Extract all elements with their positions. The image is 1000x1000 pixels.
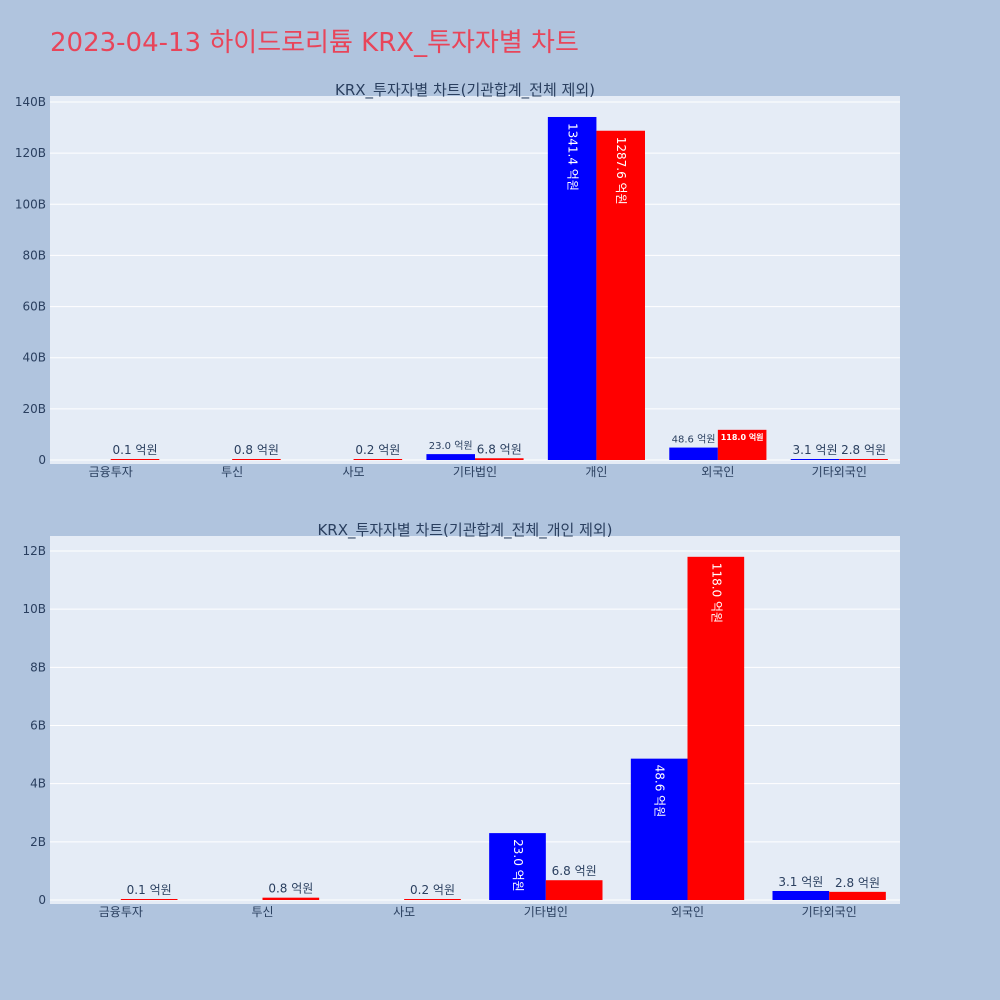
data-label: 0.2 억원 [355, 443, 400, 457]
plot-area [50, 536, 900, 904]
bar [120, 899, 178, 900]
x-tick-label: 사모 [393, 905, 415, 919]
bar [545, 880, 603, 900]
data-label: 118.0 억원 [721, 432, 764, 442]
bar [717, 429, 767, 460]
y-tick-label: 6B [30, 719, 46, 733]
bar [669, 447, 718, 460]
bar [687, 556, 745, 900]
x-tick-label: 투신 [251, 905, 273, 919]
data-label: 48.6 억원 [672, 434, 716, 446]
data-label: 1341.4 억원 [566, 123, 580, 191]
bar [547, 116, 597, 460]
x-tick-label: 기타외국인 [802, 905, 857, 919]
chart-title: KRX_투자자별 차트(기관합계_전체 제외) [335, 81, 595, 100]
data-label: 6.8 억원 [477, 442, 522, 456]
x-tick-label: 기타법인 [453, 465, 497, 479]
x-tick-label: 외국인 [701, 465, 734, 479]
bar [110, 459, 160, 460]
bar [232, 459, 281, 460]
x-tick-label: 금융투자 [89, 465, 133, 479]
data-label: 0.1 억원 [127, 883, 172, 897]
data-label: 0.2 억원 [410, 883, 455, 897]
bar [839, 459, 888, 460]
y-tick-label: 4B [30, 777, 46, 791]
x-tick-label: 개인 [585, 465, 607, 479]
data-label: 3.1 억원 [793, 443, 838, 457]
data-label: 2.8 억원 [835, 876, 880, 890]
y-tick-label: 12B [22, 544, 46, 558]
bar [475, 458, 524, 460]
bar [829, 891, 886, 900]
bar [630, 758, 688, 900]
data-label: 23.0 억원 [429, 440, 473, 452]
y-tick-label: 8B [30, 660, 46, 674]
x-tick-label: 기타법인 [524, 905, 568, 919]
plot-area [50, 96, 900, 464]
bar [772, 890, 830, 900]
y-tick-label: 100B [15, 197, 46, 211]
data-label: 1287.6 억원 [614, 137, 628, 205]
chart-top: 0 20B 40B 60B 80B 100B 120B 140B KRX_투자자별 차트(기관합… [15, 81, 900, 479]
y-tick-label: 20B [22, 402, 46, 416]
y-tick-label: 10B [22, 602, 46, 616]
bar [596, 130, 645, 460]
y-tick-label: 120B [15, 146, 46, 160]
data-label: 118.0 억원 [709, 563, 723, 623]
y-tick-label: 40B [22, 351, 46, 365]
x-tick-label: 외국인 [671, 905, 704, 919]
data-label: 23.0 억원 [511, 839, 525, 892]
data-label: 6.8 억원 [552, 864, 597, 878]
chart-bottom: 0 2B 4B 6B 8B 10B 12B KRX_투자자별 차트(기관합계_전체_개인 제외… [22, 521, 900, 919]
x-tick-label: 투신 [221, 465, 243, 479]
data-label: 3.1 억원 [778, 875, 823, 889]
y-tick-label: 0 [38, 893, 46, 907]
x-tick-label: 사모 [343, 465, 365, 479]
data-label: 0.8 억원 [268, 882, 313, 896]
bar [262, 897, 320, 900]
data-label: 0.8 억원 [234, 443, 279, 457]
data-label: 48.6 억원 [653, 765, 667, 818]
page-title: 2023-04-13 하이드로리튬 KRX_투자자별 차트 [50, 28, 579, 58]
y-tick-label: 80B [22, 248, 46, 262]
y-tick-label: 60B [22, 300, 46, 314]
data-label: 2.8 억원 [841, 443, 886, 457]
y-tick-label: 2B [30, 835, 46, 849]
bar [353, 459, 403, 460]
y-tick-label: 0 [38, 453, 46, 467]
x-tick-label: 기타외국인 [812, 465, 867, 479]
bar [790, 459, 840, 460]
x-tick-label: 금융투자 [99, 905, 143, 919]
bar [489, 833, 546, 900]
chart-title: KRX_투자자별 차트(기관합계_전체_개인 제외) [317, 521, 612, 540]
bar [404, 899, 461, 900]
y-tick-label: 140B [15, 95, 46, 109]
bar [426, 454, 475, 460]
data-label: 0.1 억원 [113, 443, 158, 457]
